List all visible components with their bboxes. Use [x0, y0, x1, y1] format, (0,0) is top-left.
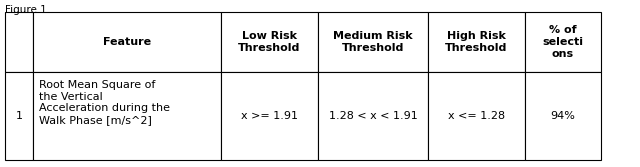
Bar — [318, 12, 428, 72]
Text: Low Risk
Threshold: Low Risk Threshold — [238, 31, 301, 53]
Text: x >= 1.91: x >= 1.91 — [241, 111, 298, 121]
Text: Root Mean Square of
the Vertical
Acceleration during the
Walk Phase [m/s^2]: Root Mean Square of the Vertical Acceler… — [39, 80, 170, 125]
Text: % of
selecti
ons: % of selecti ons — [543, 25, 584, 59]
Bar — [318, 72, 428, 160]
Text: Medium Risk
Threshold: Medium Risk Threshold — [333, 31, 413, 53]
Bar — [525, 72, 601, 160]
Text: 1.28 < x < 1.91: 1.28 < x < 1.91 — [328, 111, 417, 121]
Bar — [33, 12, 221, 72]
Text: x <= 1.28: x <= 1.28 — [448, 111, 505, 121]
Text: 1: 1 — [15, 111, 22, 121]
Bar — [5, 72, 33, 160]
Bar — [525, 12, 601, 72]
Bar — [221, 12, 318, 72]
Bar — [428, 12, 525, 72]
Bar — [5, 12, 33, 72]
Bar — [33, 72, 221, 160]
Bar — [221, 72, 318, 160]
Text: High Risk
Threshold: High Risk Threshold — [445, 31, 508, 53]
Text: 94%: 94% — [550, 111, 575, 121]
Text: Feature: Feature — [103, 37, 151, 47]
Bar — [428, 72, 525, 160]
Text: Figure 1.: Figure 1. — [5, 5, 50, 15]
